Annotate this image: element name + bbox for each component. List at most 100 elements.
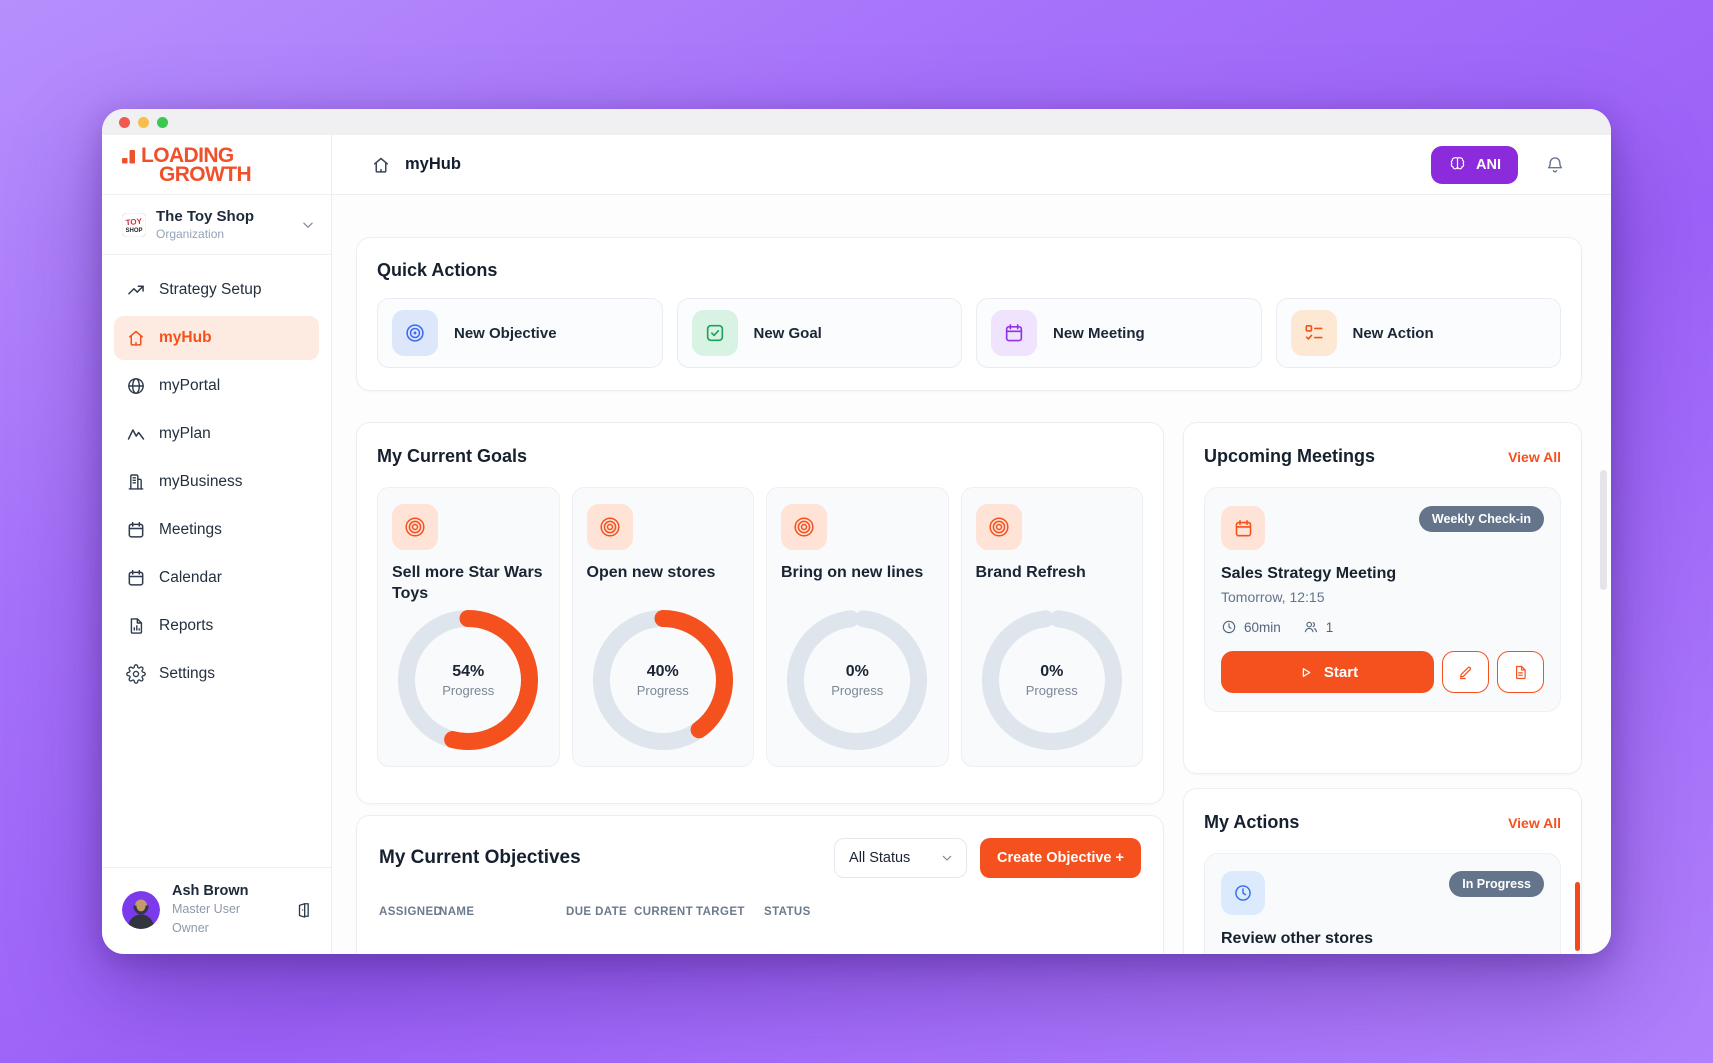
actions-scrollbar[interactable] [1575, 882, 1580, 951]
quick-action-label: New Objective [454, 324, 557, 342]
goal-progress-donut: 40% Progress [592, 610, 733, 750]
sidebar-item-myhub[interactable]: myHub [114, 316, 319, 360]
chevron-down-icon [303, 221, 313, 228]
sidebar-item-myplan[interactable]: myPlan [114, 412, 319, 456]
window-scrollbar-thumb[interactable] [1600, 470, 1607, 590]
main-area: myHub ANI Quick Actions [332, 135, 1611, 954]
brand-line1: LOADING [141, 143, 234, 167]
check-square-icon [691, 310, 738, 356]
edit-meeting-button[interactable] [1442, 651, 1489, 693]
home-icon [129, 330, 143, 346]
meetings-view-all-link[interactable]: View All [1508, 448, 1561, 465]
sidebar-item-label: Reports [159, 617, 214, 634]
traffic-light-minimize[interactable] [138, 116, 149, 128]
app-window: LOADING GROWTH TOY SHOP The Toy Shop Org… [102, 109, 1611, 954]
meeting-card: Weekly Check-in Sales Strategy Meeting T… [1204, 487, 1561, 712]
goal-progress-label: Progress [442, 682, 495, 698]
column-current: CURRENT [634, 906, 694, 918]
brand-logo: LOADING GROWTH [102, 135, 331, 195]
goal-progress-percent: 40% [646, 662, 679, 680]
sidebar-item-label: Meetings [159, 521, 222, 538]
goal-card[interactable]: Open new stores 40% Progress [571, 487, 754, 767]
start-button-label: Start [1323, 663, 1359, 681]
meeting-duration: 60min [1244, 619, 1281, 635]
clock-icon [1221, 871, 1265, 915]
calendar-icon [128, 521, 144, 538]
status-filter-value: All Status [849, 850, 911, 866]
my-actions-panel: My Actions View All In Progress Review o… [1183, 788, 1582, 954]
start-meeting-button[interactable]: Start [1221, 651, 1434, 693]
column-name: NAME [439, 906, 475, 918]
quick-actions-panel: Quick Actions New Objective New Goal [356, 237, 1582, 391]
actions-view-all-link[interactable]: View All [1508, 814, 1561, 831]
status-filter-select[interactable]: All Status [834, 838, 968, 878]
brain-icon [1450, 157, 1465, 170]
quick-action-label: New Action [1352, 324, 1434, 342]
logo-bars-icon [122, 149, 135, 163]
goal-progress-donut: 54% Progress [398, 610, 539, 750]
new-objective-button[interactable]: New Objective [377, 298, 663, 368]
goal-name: Brand Refresh [975, 564, 1086, 581]
action-card[interactable]: In Progress Review other stores [1204, 853, 1561, 954]
trending-up-icon [128, 285, 144, 295]
user-role: Master User [172, 902, 241, 917]
ani-button[interactable]: ANI [1431, 145, 1518, 184]
meeting-title: Sales Strategy Meeting [1221, 565, 1397, 582]
checklist-icon [1290, 310, 1337, 356]
sidebar-item-label: Settings [159, 665, 216, 682]
sidebar-item-settings[interactable]: Settings [114, 652, 319, 696]
window-titlebar [102, 109, 1611, 135]
meeting-attendee-count: 1 [1325, 619, 1334, 635]
goal-name: Sell more Star Wars Toys [392, 564, 543, 602]
goal-progress-percent: 54% [452, 662, 485, 680]
sidebar-item-label: Strategy Setup [159, 281, 262, 298]
traffic-light-zoom[interactable] [157, 116, 168, 128]
target-icon [975, 504, 1022, 550]
sidebar-item-mybusiness[interactable]: myBusiness [114, 460, 319, 504]
quick-action-label: New Meeting [1053, 324, 1145, 342]
sidebar-item-reports[interactable]: Reports [114, 604, 319, 648]
goal-card[interactable]: Bring on new lines 0% Progress [766, 487, 949, 767]
svg-text:TOY: TOY [125, 216, 143, 227]
traffic-light-close[interactable] [119, 116, 130, 128]
logout-door-icon[interactable] [293, 900, 313, 920]
pencil-icon [1459, 666, 1472, 679]
create-objective-button[interactable]: Create Objective + [980, 838, 1141, 878]
file-chart-icon [130, 618, 143, 634]
objectives-table-header: ASSIGNED NAME DUE DATE CURRENT TARGET ST… [379, 906, 1141, 918]
goal-progress-label: Progress [1025, 682, 1078, 698]
current-goals-panel: My Current Goals Sell more Star Wars Toy… [356, 422, 1164, 804]
calendar-icon [1221, 506, 1265, 550]
upcoming-meetings-panel: Upcoming Meetings View All Weekly Check-… [1183, 422, 1582, 774]
play-icon [1302, 667, 1311, 677]
goal-card[interactable]: Brand Refresh 0% Progress [960, 487, 1143, 767]
bell-icon[interactable] [1545, 155, 1565, 175]
sidebar-item-strategy-setup[interactable]: Strategy Setup [114, 268, 319, 312]
goal-card[interactable]: Sell more Star Wars Toys 54% Progress [377, 487, 560, 767]
user-role-2: Owner [172, 921, 209, 936]
current-objectives-panel: My Current Objectives All Status Create … [356, 815, 1164, 954]
new-goal-button[interactable]: New Goal [676, 298, 962, 368]
goal-progress-percent: 0% [1040, 662, 1064, 680]
sidebar-item-calendar[interactable]: Calendar [114, 556, 319, 600]
sidebar-item-myportal[interactable]: myPortal [114, 364, 319, 408]
sidebar: LOADING GROWTH TOY SHOP The Toy Shop Org… [102, 135, 332, 954]
toy-shop-logo-icon: TOY SHOP [122, 212, 146, 237]
column-assigned: ASSIGNED [379, 906, 443, 918]
action-status-badge: In Progress [1449, 871, 1544, 897]
user-name: Ash Brown [172, 883, 249, 900]
current-objectives-title: My Current Objectives [379, 847, 581, 868]
goal-name: Open new stores [586, 564, 716, 581]
target-icon [392, 310, 438, 356]
ani-button-label: ANI [1476, 156, 1501, 173]
new-meeting-button[interactable]: New Meeting [976, 298, 1262, 368]
meeting-type-badge: Weekly Check-in [1418, 506, 1544, 532]
sidebar-item-meetings[interactable]: Meetings [114, 508, 319, 552]
file-text-icon [1516, 665, 1526, 679]
org-switcher[interactable]: TOY SHOP The Toy Shop Organization [102, 195, 331, 255]
column-status: STATUS [764, 906, 811, 918]
current-goals-title: My Current Goals [377, 446, 528, 466]
goal-progress-percent: 0% [845, 662, 869, 680]
meeting-notes-button[interactable] [1497, 651, 1544, 693]
new-action-button[interactable]: New Action [1275, 298, 1561, 368]
